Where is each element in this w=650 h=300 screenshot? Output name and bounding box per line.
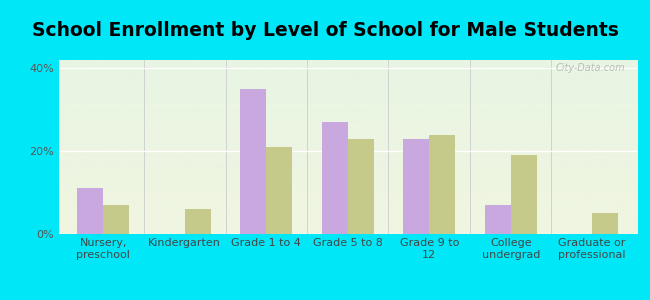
Bar <box>403 139 429 234</box>
Bar <box>103 205 129 234</box>
Bar <box>429 135 455 234</box>
Bar <box>485 205 511 234</box>
Text: City-Data.com: City-Data.com <box>556 64 625 74</box>
Bar <box>511 155 537 234</box>
Bar <box>77 188 103 234</box>
Bar <box>322 122 348 234</box>
Bar <box>266 147 292 234</box>
Bar <box>185 209 211 234</box>
Bar <box>240 89 266 234</box>
Text: School Enrollment by Level of School for Male Students: School Enrollment by Level of School for… <box>32 21 618 40</box>
Bar <box>348 139 374 234</box>
Bar <box>592 213 618 234</box>
